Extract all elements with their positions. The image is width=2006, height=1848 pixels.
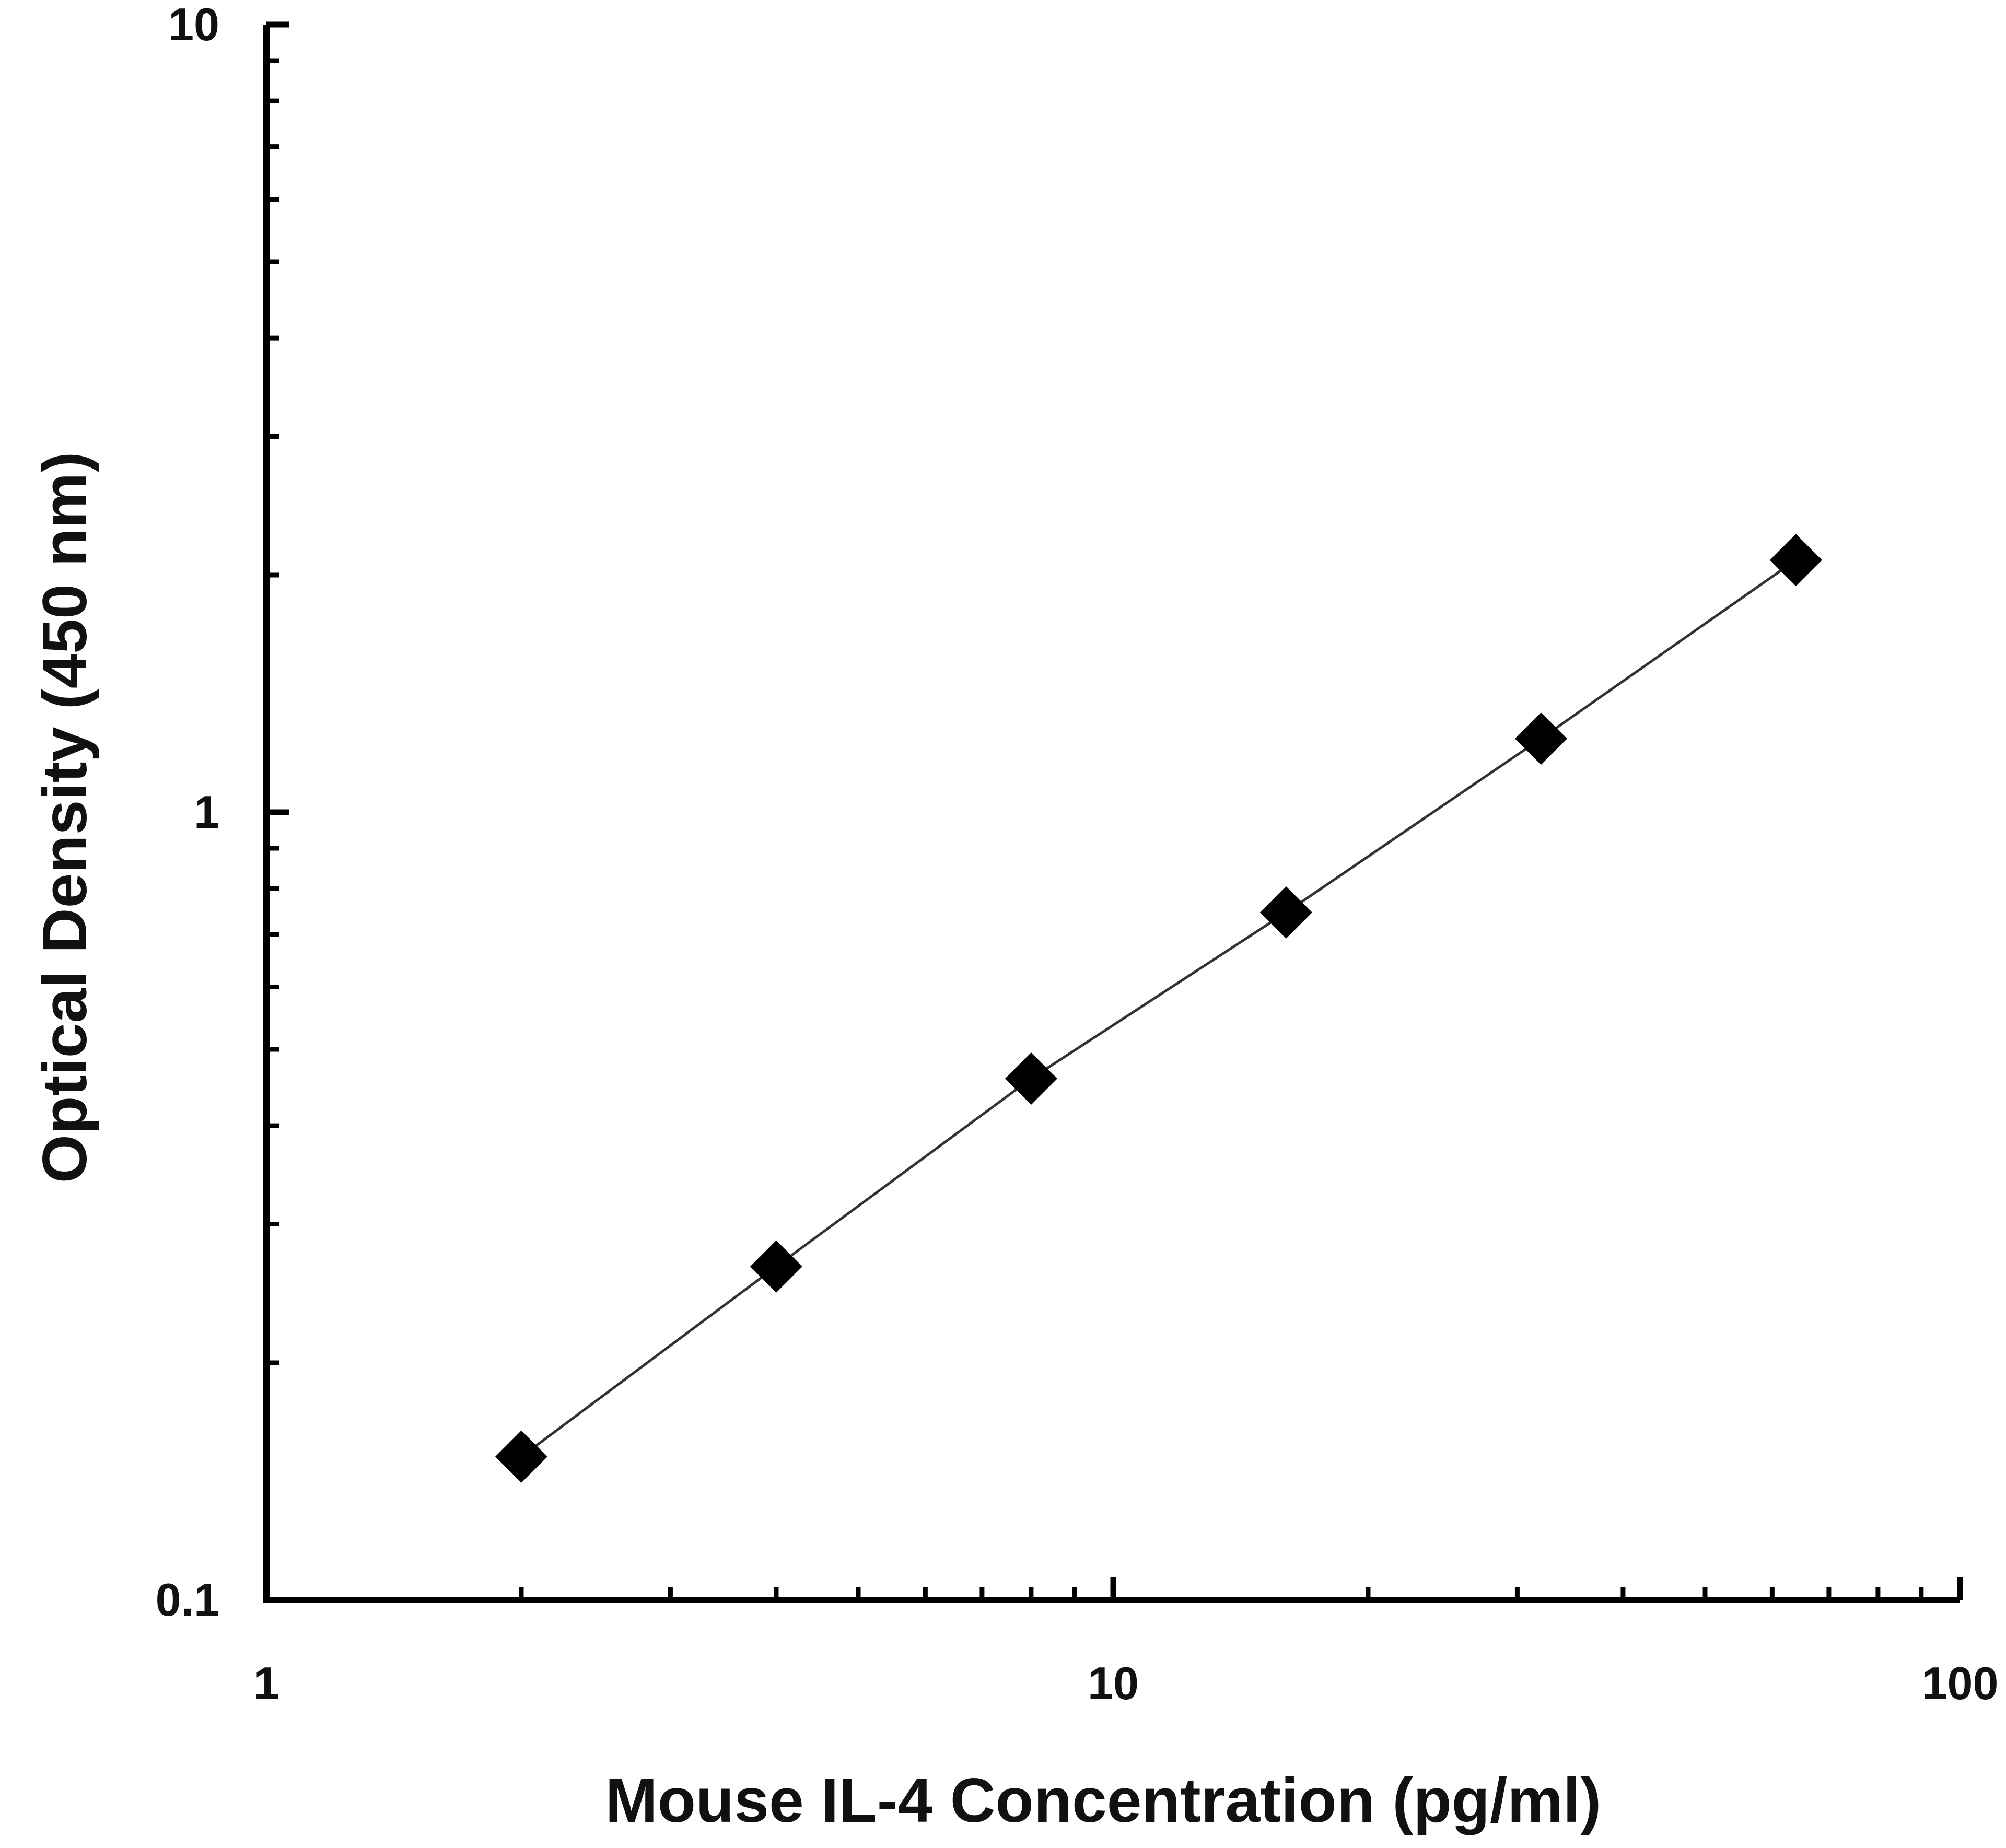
y-tick-label: 10	[168, 0, 219, 50]
x-tick-label: 1	[254, 1657, 279, 1709]
data-point-marker	[1769, 534, 1822, 587]
axes	[263, 25, 1960, 1603]
x-axis-title: Mouse IL-4 Concentration (pg/ml)	[605, 1765, 1602, 1835]
major-ticks	[263, 21, 1963, 1603]
data-point-marker	[495, 1430, 547, 1483]
series-lines	[520, 559, 1797, 1458]
y-tick-label: 1	[194, 786, 219, 838]
x-tick-label: 100	[1922, 1657, 1999, 1709]
data-point-marker	[1259, 886, 1312, 939]
data-point-marker	[1514, 712, 1567, 765]
y-tick-label: 0.1	[156, 1574, 219, 1625]
minor-ticks	[266, 58, 1924, 1600]
data-point-marker	[1005, 1052, 1057, 1105]
x-tick-label: 10	[1088, 1657, 1139, 1709]
tick-labels: 1 10 100 0.1 1 10	[156, 0, 1999, 1709]
y-axis-title: Optical Density (450 nm)	[30, 452, 100, 1183]
series-line	[520, 559, 1797, 1458]
data-point-marker	[750, 1240, 802, 1293]
series-points	[495, 534, 1822, 1483]
